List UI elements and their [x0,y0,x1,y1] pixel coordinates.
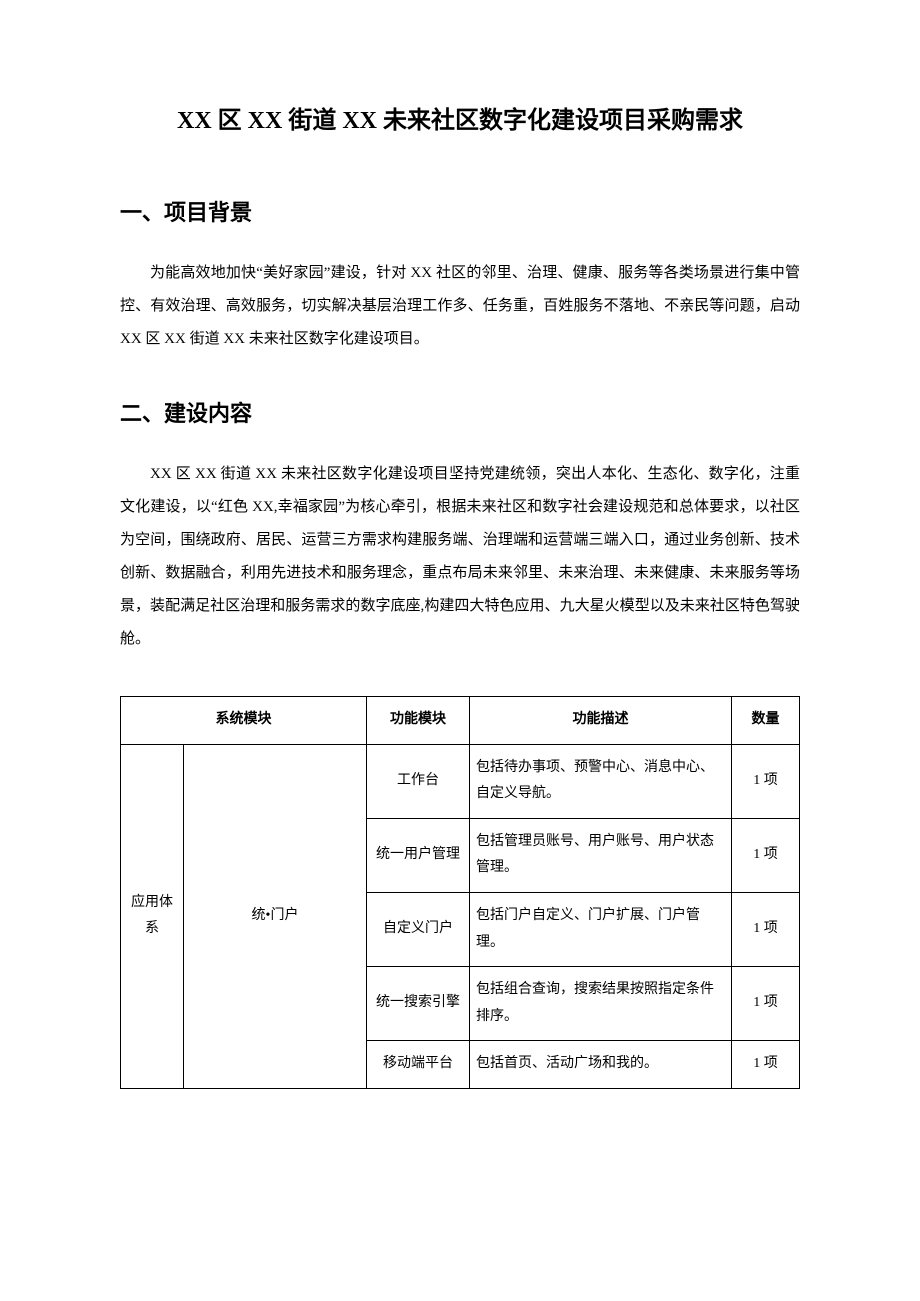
document-page: XX 区 XX 街道 XX 未来社区数字化建设项目采购需求 一、项目背景 为能高… [0,0,920,1301]
cell-func: 自定义门户 [367,892,470,966]
table-row: 应用体系 统•门户 工作台 包括待办事项、预警中心、消息中心、自定义导航。 1 … [121,744,800,818]
th-qty: 数量 [732,697,800,745]
cell-func: 统一用户管理 [367,818,470,892]
th-func-desc: 功能描述 [470,697,732,745]
cell-desc: 包括管理员账号、用户账号、用户状态管理。 [470,818,732,892]
section-2-heading: 二、建设内容 [120,396,800,428]
cell-func: 移动端平台 [367,1041,470,1089]
section-1-body: 为能高效地加快“美好家园”建设，针对 XX 社区的邻里、治理、健康、服务等各类场… [120,257,800,356]
cell-qty: 1 项 [732,967,800,1041]
cell-qty: 1 项 [732,744,800,818]
cell-qty: 1 项 [732,818,800,892]
th-system-module: 系统模块 [121,697,367,745]
cell-sys-subcategory: 统•门户 [184,744,367,1088]
content-table: 系统模块 功能模块 功能描述 数量 应用体系 统•门户 工作台 包括待办事项、预… [120,696,800,1089]
cell-desc: 包括门户自定义、门户扩展、门户管理。 [470,892,732,966]
cell-desc: 包括首页、活动广场和我的。 [470,1041,732,1089]
section-1-heading: 一、项目背景 [120,195,800,227]
section-2-body: XX 区 XX 街道 XX 未来社区数字化建设项目坚持党建统领，突出人本化、生态… [120,458,800,656]
cell-sys-category: 应用体系 [121,744,184,1088]
cell-func: 统一搜索引擎 [367,967,470,1041]
table-header-row: 系统模块 功能模块 功能描述 数量 [121,697,800,745]
cell-desc: 包括组合查询，搜索结果按照指定条件排序。 [470,967,732,1041]
cell-qty: 1 项 [732,892,800,966]
cell-func: 工作台 [367,744,470,818]
cell-desc: 包括待办事项、预警中心、消息中心、自定义导航。 [470,744,732,818]
cell-qty: 1 项 [732,1041,800,1089]
document-title: XX 区 XX 街道 XX 未来社区数字化建设项目采购需求 [120,100,800,135]
th-func-module: 功能模块 [367,697,470,745]
